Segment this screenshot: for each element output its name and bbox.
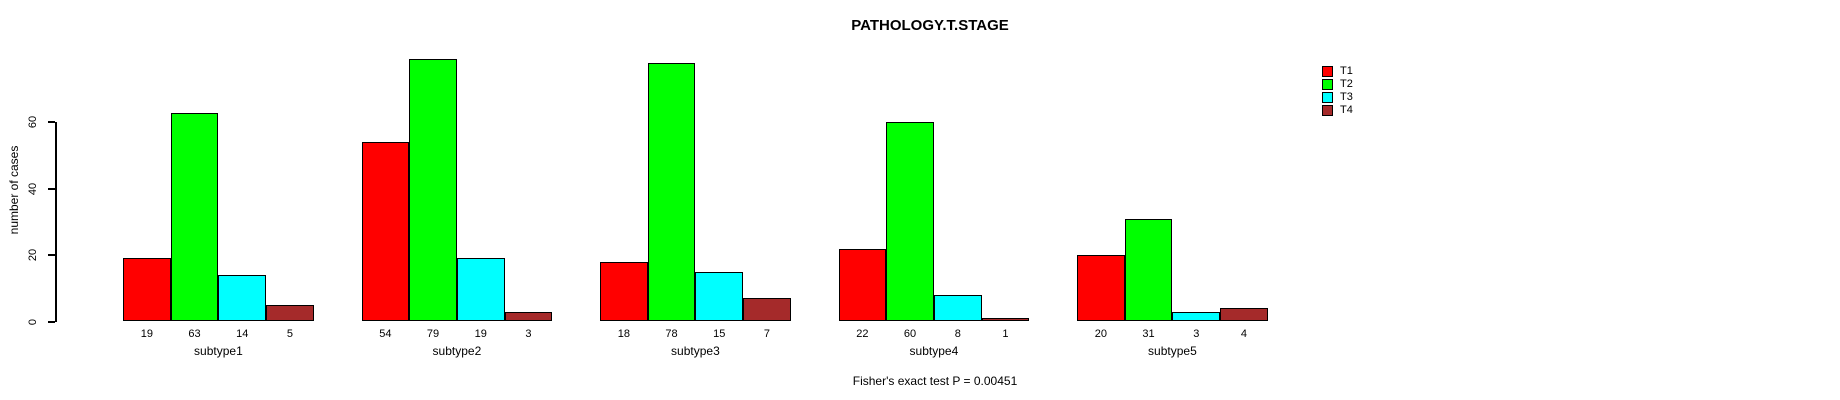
legend-label-T2: T2: [1340, 78, 1353, 90]
bar-subtype2-T3: [456, 258, 505, 322]
y-tick-label: 20: [27, 249, 39, 262]
bar-subtype3-T2: [647, 62, 696, 322]
y-axis-title: number of cases: [7, 145, 21, 235]
bar-subtype2-T4: [504, 311, 553, 322]
y-tick-label: 60: [27, 116, 39, 129]
legend-label-T4: T4: [1340, 104, 1353, 116]
bar-count-label: 20: [1094, 328, 1107, 340]
fisher-test-annotation: Fisher's exact test P = 0.00451: [852, 374, 1018, 388]
legend-swatch-T1: [1322, 66, 1333, 77]
bar-subtype1-T4: [266, 304, 314, 322]
bar-count-label: 63: [188, 328, 201, 340]
bar-count-label: 19: [474, 328, 487, 340]
bar-subtype4-T1: [838, 248, 887, 322]
bar-count-label: 19: [140, 328, 153, 340]
bar-subtype2-T2: [409, 59, 457, 322]
legend-swatch-T3: [1322, 92, 1333, 103]
bar-count-label: 14: [236, 328, 249, 340]
bar-subtype1-T1: [123, 258, 171, 322]
category-label-subtype1: subtype1: [194, 344, 243, 358]
bar-count-label: 15: [713, 328, 726, 340]
bar-count-label: 7: [763, 328, 770, 340]
bar-subtype4-T4: [981, 318, 1030, 322]
bar-subtype4-T2: [886, 122, 934, 322]
bar-subtype1-T2: [170, 112, 219, 322]
y-tick-label: 40: [27, 182, 39, 195]
bar-count-label: 4: [1240, 328, 1247, 340]
bar-count-label: 3: [525, 328, 532, 340]
y-tick-mark: [48, 320, 55, 323]
bar-count-label: 78: [665, 328, 678, 340]
bar-count-label: 79: [426, 328, 440, 340]
bar-subtype3-T1: [600, 261, 648, 322]
legend-label-T3: T3: [1340, 91, 1353, 103]
bar-count-label: 18: [617, 328, 630, 340]
bar-count-label: 3: [1193, 328, 1200, 340]
y-tick-label: 0: [27, 318, 39, 325]
bar-count-label: 54: [379, 328, 392, 340]
bar-subtype1-T3: [218, 275, 267, 322]
legend-label-T1: T1: [1340, 65, 1353, 77]
bar-count-label: 1: [1002, 328, 1009, 340]
y-axis-line: [55, 122, 57, 322]
chart-title: PATHOLOGY.T.STAGE: [851, 17, 1009, 34]
bar-subtype5-T4: [1220, 308, 1268, 322]
category-label-subtype2: subtype2: [432, 344, 482, 358]
category-label-subtype3: subtype3: [671, 344, 720, 358]
bar-subtype5-T1: [1077, 255, 1125, 322]
bar-count-label: 22: [856, 328, 869, 340]
bar-subtype3-T3: [695, 271, 744, 322]
legend-swatch-T4: [1322, 105, 1333, 116]
bar-count-label: 8: [954, 328, 961, 340]
y-tick-mark: [48, 121, 55, 124]
legend-swatch-T2: [1322, 79, 1333, 90]
bar-subtype4-T3: [933, 294, 982, 322]
bar-subtype2-T1: [361, 142, 410, 322]
category-label-subtype4: subtype4: [909, 344, 959, 358]
y-tick-mark: [48, 254, 55, 257]
category-label-subtype5: subtype5: [1148, 344, 1197, 358]
bar-count-label: 31: [1142, 328, 1155, 340]
bar-count-label: 5: [286, 328, 293, 340]
bar-subtype5-T2: [1124, 218, 1173, 322]
bar-subtype3-T4: [743, 298, 791, 322]
y-tick-mark: [48, 187, 55, 190]
bar-count-label: 60: [903, 328, 917, 340]
bar-subtype5-T3: [1172, 311, 1221, 322]
